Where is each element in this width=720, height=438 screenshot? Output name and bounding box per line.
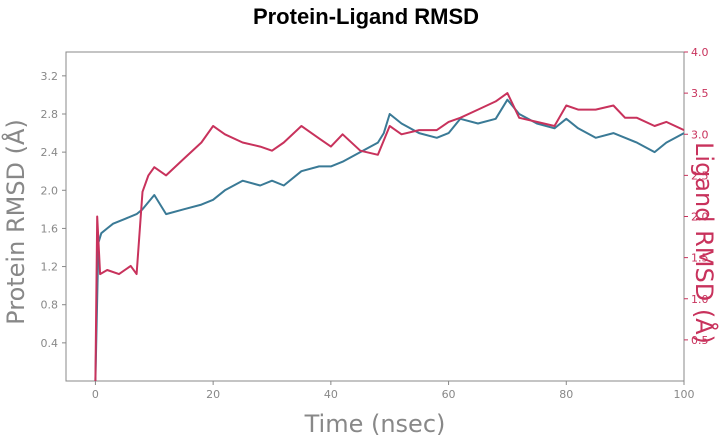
left-tick-label: 2.8 — [41, 108, 59, 121]
right-tick-label: 1.0 — [691, 293, 709, 306]
left-tick-label: 2.4 — [41, 146, 59, 159]
series-layer — [94, 92, 685, 382]
ligand-rmsd-line — [94, 92, 685, 382]
x-tick-label: 100 — [674, 388, 695, 401]
left-axis-ticks: 0.4 0.8 1.2 1.6 2.0 2.4 2.8 3.2 — [41, 70, 66, 350]
left-tick-label: 2.0 — [41, 184, 59, 197]
left-tick-label: 1.2 — [41, 261, 59, 274]
x-tick-label: 80 — [559, 388, 573, 401]
right-tick-label: 1.5 — [691, 252, 709, 265]
x-tick-label: 0 — [92, 388, 99, 401]
right-tick-label: 2.0 — [691, 211, 709, 224]
x-tick-label: 60 — [442, 388, 456, 401]
right-tick-label: 4.0 — [691, 46, 709, 59]
protein-rmsd-line — [94, 98, 685, 382]
x-axis-label: Time (nsec) — [304, 410, 446, 438]
right-tick-label: 2.5 — [691, 169, 709, 182]
chart-title: Protein-Ligand RMSD — [253, 4, 479, 29]
right-tick-label: 0.5 — [691, 334, 709, 347]
right-tick-label: 3.5 — [691, 87, 709, 100]
left-tick-label: 3.2 — [41, 70, 59, 83]
right-axis-label: Ligand RMSD (Å) — [690, 142, 719, 344]
left-tick-label: 0.8 — [41, 299, 59, 312]
right-tick-label: 3.0 — [691, 128, 709, 141]
left-axis-label: Protein RMSD (Å) — [1, 119, 30, 325]
x-axis-ticks: 0 20 40 60 80 100 — [92, 381, 695, 401]
x-tick-label: 20 — [206, 388, 220, 401]
right-axis-ticks: 0.5 1.0 1.5 2.0 2.5 3.0 3.5 4.0 — [684, 46, 709, 347]
left-tick-label: 0.4 — [41, 337, 59, 350]
plot-frame — [65, 51, 685, 382]
x-tick-label: 40 — [324, 388, 338, 401]
left-tick-label: 1.6 — [41, 222, 59, 235]
